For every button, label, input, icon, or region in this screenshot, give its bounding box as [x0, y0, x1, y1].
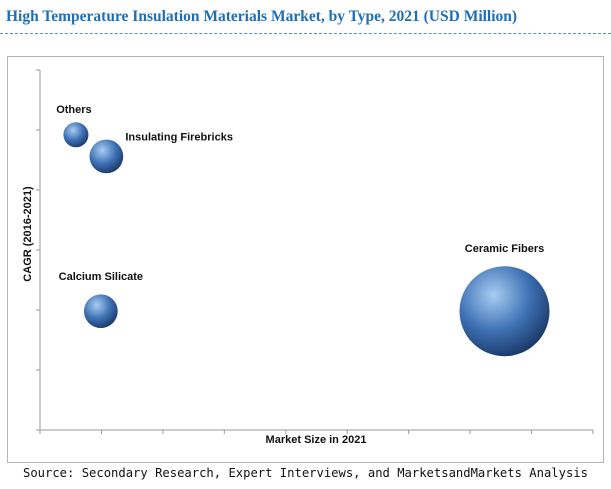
- chart-title: High Temperature Insulation Materials Ma…: [6, 8, 518, 25]
- bubble-label: Insulating Firebricks: [125, 131, 233, 143]
- bubble-others: [63, 122, 89, 148]
- y-axis: [36, 69, 41, 431]
- x-axis: [39, 429, 594, 434]
- x-axis-label: Market Size in 2021: [266, 434, 367, 446]
- title-divider: [0, 33, 611, 34]
- bubble-label: Calcium Silicate: [59, 271, 143, 283]
- bubble-insulating-firebricks: [89, 139, 124, 174]
- bubble-calcium-silicate: [83, 294, 118, 329]
- source-note: Source: Secondary Research, Expert Inter…: [23, 466, 588, 480]
- bubble-label: Others: [56, 104, 91, 116]
- bubble-label: Ceramic Fibers: [465, 243, 544, 255]
- y-axis-label: CAGR (2016-2021): [22, 186, 34, 282]
- plot-frame: [7, 56, 604, 463]
- bubbles-layer: Others Insulating Firebricks Calcium Silic…: [56, 104, 550, 357]
- bubble-ceramic-fibers: [459, 266, 550, 357]
